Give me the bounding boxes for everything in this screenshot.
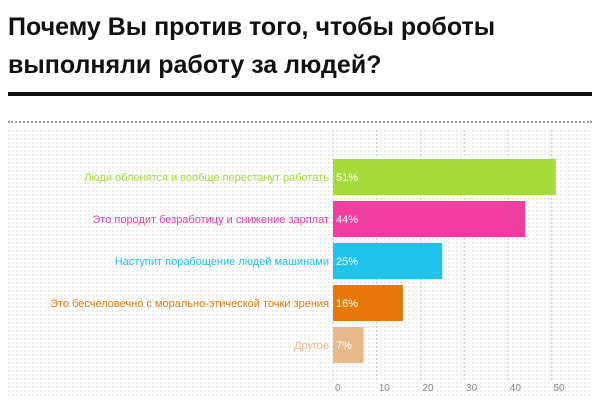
x-tick-label: 50 (554, 383, 566, 394)
bar-value-label: 25% (336, 256, 358, 268)
category-label: Это бесчеловечно с морально-этической то… (50, 298, 329, 310)
bar-value-label: 51% (336, 172, 358, 184)
x-axis-ticks: 0 10 20 30 40 50 (335, 383, 565, 394)
category-label: Люди обленятся и вообще перестанут работ… (84, 172, 329, 184)
dotted-divider (8, 121, 592, 123)
chart-title: Почему Вы против того, чтобы роботы выпо… (8, 13, 496, 79)
bar-value-label: 7% (336, 340, 352, 352)
bar (333, 201, 526, 237)
category-label: Это породит безработицу и снижение зарпл… (92, 214, 329, 226)
x-tick-label: 30 (466, 383, 478, 394)
category-label: Другое (294, 340, 329, 352)
bar-chart: 51% Люди обленятся и вообще перестанут ра… (8, 130, 592, 396)
bars: 51% Люди обленятся и вообще перестанут ра… (50, 159, 556, 363)
bar (333, 285, 403, 321)
x-tick-label: 0 (335, 383, 341, 394)
bar-value-label: 44% (336, 214, 358, 226)
x-tick-label: 10 (379, 383, 391, 394)
category-label: Наступит порабощение людей машинами (115, 256, 329, 268)
title-underline (8, 92, 592, 96)
bar (333, 243, 443, 279)
x-tick-label: 40 (510, 383, 522, 394)
bar-value-label: 16% (336, 298, 358, 310)
x-tick-label: 20 (422, 383, 434, 394)
bar (333, 327, 364, 363)
bar (333, 159, 556, 195)
